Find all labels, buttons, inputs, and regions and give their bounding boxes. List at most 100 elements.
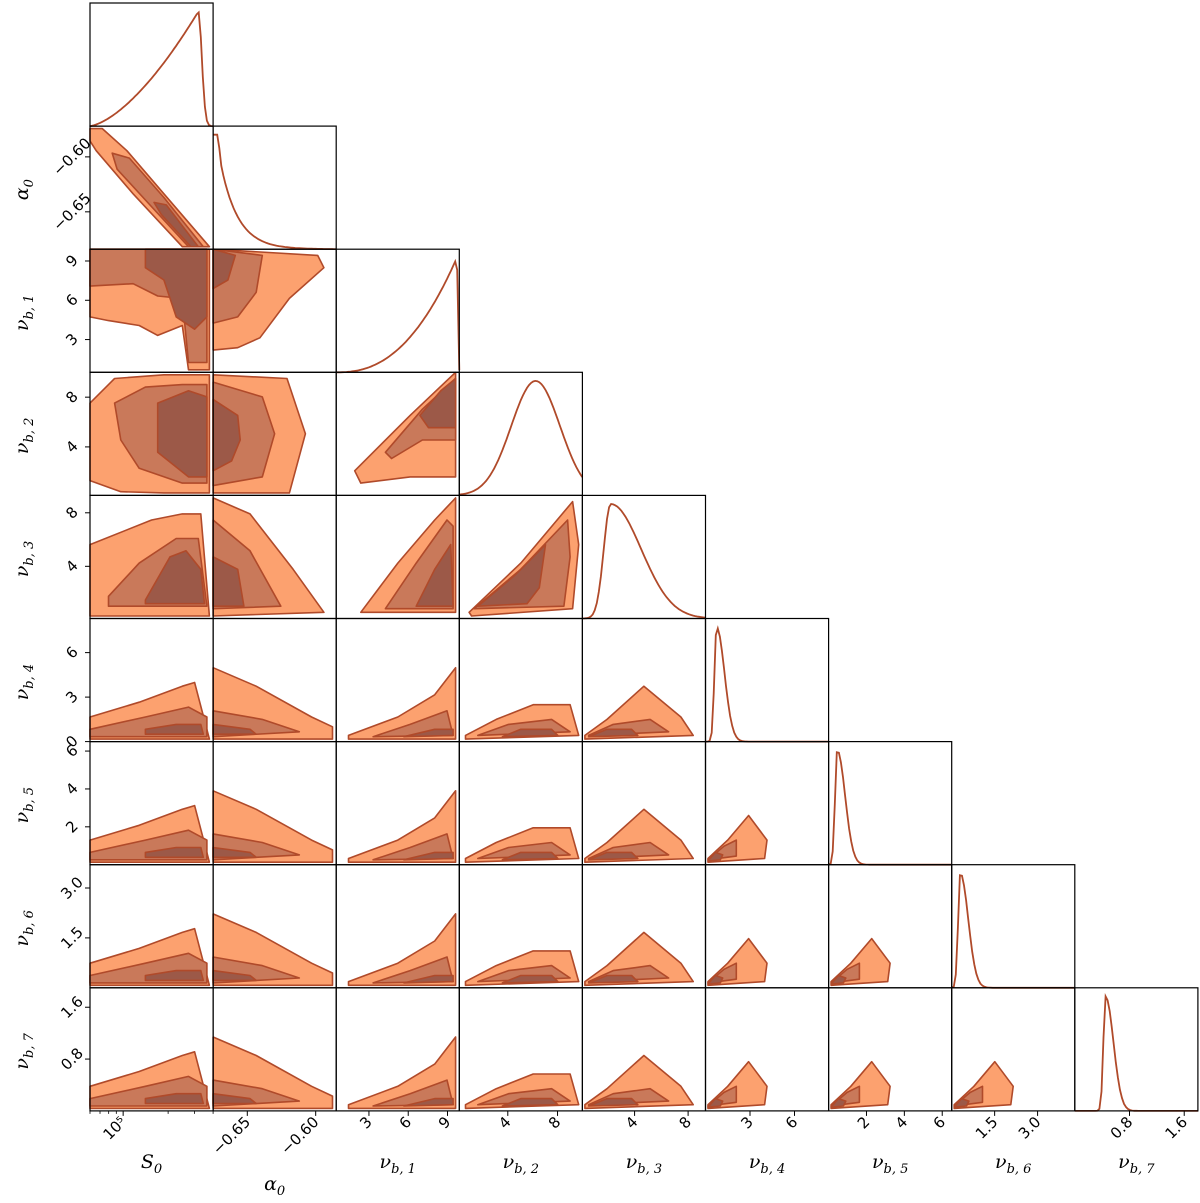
contour-inner-nu_b3-vs-nu_b2 [476,543,547,608]
marginal-curve-alpha_0 [213,133,337,250]
x-axis-label-S_0: S0 [141,1151,162,1177]
contour-inner-nu_b2-vs-nu_b1 [419,377,457,429]
contour-mid-alpha_0-vs-S_0 [111,152,205,248]
marginal-curve-nu_b5 [828,751,952,866]
x-tick-label: 4 [495,1113,514,1132]
x-tick-label: 6 [930,1113,949,1132]
contour-outer-nu_b2-vs-nu_b1 [353,371,457,484]
contour-inner-nu_b3-vs-S_0 [144,549,206,605]
y-axis-label-nu_b5: νb, 5 [11,787,37,823]
contour-inner-nu_b3-vs-nu_b1 [415,543,454,608]
x-axis-label-nu_b7: νb, 7 [1118,1151,1155,1177]
y-axis-label-nu_b4: νb, 4 [11,664,37,700]
x-tick-label: 6 [396,1113,415,1132]
marginal-panel-alpha_0 [212,125,337,250]
y-tick-label: 4 [62,557,81,576]
y-tick-label: 8 [62,503,81,522]
x-tick-label: 8 [545,1113,564,1132]
x-tick-label: −0.65 [209,1113,254,1158]
y-tick-label: 2 [62,817,81,836]
contour-inner-nu_b7-vs-nu_b1 [403,1097,454,1107]
y-tick-label: 4 [62,437,81,456]
x-tick-label: 1.5 [972,1113,1002,1143]
y-tick-label: 0.8 [57,1044,87,1074]
contour-inner-nu_b7-vs-nu_b6 [953,1097,970,1108]
marginal-panel-nu_b6 [951,864,1076,989]
y-tick-label: 4 [62,779,81,798]
y-tick-label: 3 [62,330,81,349]
x-tick-label: 4 [622,1113,641,1132]
y-tick-label: 6 [62,643,81,662]
x-tick-label: 3 [737,1113,756,1132]
marginal-curve-S_0 [89,10,214,127]
contour-inner-nu_b4-vs-S_0 [144,723,205,736]
marginal-curve-nu_b7 [1074,993,1198,1112]
y-axis-label-nu_b1: νb, 1 [11,295,37,331]
marginal-panel-nu_b2 [458,371,583,496]
contour-inner-nu_b7-vs-nu_b4 [707,1097,724,1108]
contour-layer [89,127,1015,1110]
contour-inner-nu_b4-vs-nu_b3 [587,728,639,738]
contour-inner-nu_b4-vs-nu_b1 [403,728,454,738]
x-axis-label-nu_b5: νb, 5 [872,1151,908,1177]
marginal-panel-nu_b5 [827,740,953,866]
marginal-curve-nu_b2 [459,379,584,496]
marginal-panel-nu_b1 [335,248,460,373]
marginal-panel-nu_b4 [704,617,830,743]
x-axis-label-nu_b3: νb, 3 [626,1151,662,1177]
frame-layer [89,2,1199,1112]
y-axis-label-nu_b3: νb, 3 [11,541,37,577]
contour-inner-nu_b6-vs-nu_b5 [830,974,847,985]
x-tick-label: 8 [675,1113,694,1132]
contour-inner-nu_b5-vs-nu_b4 [707,851,724,862]
y-tick-label: 3 [62,687,81,706]
contour-inner-nu_b6-vs-nu_b3 [587,974,639,984]
x-tick-label: 4 [892,1113,911,1132]
contour-inner-alpha_0-vs-S_0 [153,201,200,248]
x-tick-label: 9 [435,1113,454,1132]
x-axis-label-nu_b2: νb, 2 [503,1151,539,1177]
contour-inner-nu_b6-vs-nu_b4 [707,974,724,985]
x-tick-label: 3 [356,1113,375,1132]
contour-inner-nu_b6-vs-S_0 [144,969,205,982]
x-tick-label: 6 [782,1113,801,1132]
y-tick-label: 6 [62,291,81,310]
contour-inner-nu_b5-vs-S_0 [144,846,205,859]
contour-inner-nu_b6-vs-nu_b2 [501,974,559,984]
marginal-panel-S_0 [89,2,214,127]
marginal-curve-nu_b3 [582,503,706,620]
y-axis-label-nu_b6: νb, 6 [11,910,37,946]
contour-inner-nu_b7-vs-nu_b5 [830,1097,847,1108]
contour-inner-nu_b7-vs-nu_b2 [501,1097,559,1107]
x-tick-label: −0.60 [277,1113,322,1158]
contour-inner-nu_b4-vs-nu_b2 [501,728,559,738]
y-axis-label-alpha_0: α0 [11,179,37,200]
y-tick-label: 8 [62,387,81,406]
y-tick-label: 9 [62,251,81,270]
marginal-panel-nu_b7 [1074,987,1199,1112]
contour-inner-nu_b5-vs-nu_b3 [587,851,639,861]
x-axis-label-nu_b1: νb, 1 [380,1151,416,1177]
x-tick-label: 0.8 [1107,1113,1137,1143]
x-axis-label-nu_b4: νb, 4 [749,1151,785,1177]
marginal-curve-nu_b1 [336,258,461,374]
contour-inner-nu_b7-vs-nu_b3 [587,1097,639,1107]
contour-inner-nu_b6-vs-nu_b1 [403,974,454,984]
contour-inner-nu_b2-vs-S_0 [156,389,208,478]
y-tick-label: 1.6 [57,992,87,1022]
x-tick-label: 10⁵ [99,1113,129,1143]
contour-inner-nu_b5-vs-nu_b1 [403,851,454,861]
y-tick-label: 1.5 [57,923,87,953]
x-tick-label: 3.0 [1015,1113,1045,1143]
contour-inner-nu_b1-vs-S_0 [144,248,208,331]
y-tick-label: 3.0 [57,873,87,903]
x-axis-label-alpha_0: α0 [264,1173,285,1199]
axis-label-layer: S0 α0 νb, 1 νb, 2 νb, 3 νb, 4 νb, 5 νb, 6 νb, 7 α… [11,179,1155,1199]
contour-inner-nu_b7-vs-S_0 [144,1092,205,1105]
y-axis-label-nu_b2: νb, 2 [11,418,37,454]
marginal-curve-nu_b4 [705,625,829,743]
contour-inner-nu_b5-vs-nu_b2 [501,851,559,861]
x-tick-label: 1.6 [1161,1113,1191,1143]
marginal-curve-nu_b6 [951,874,1075,989]
